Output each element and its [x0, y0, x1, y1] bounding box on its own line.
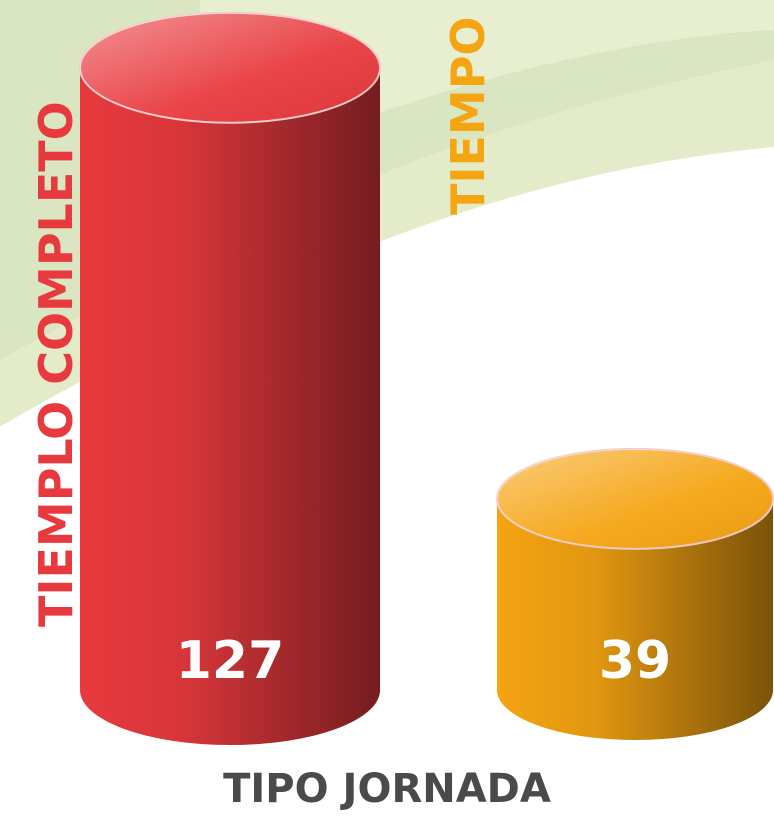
x-axis-title: TIPO JORNADA: [223, 766, 551, 812]
value-label: 127: [176, 631, 285, 691]
value-label: 39: [599, 631, 671, 691]
cylinder-top-shine: [497, 448, 773, 549]
cylinder: [496, 447, 774, 740]
category-label: TIEMPLO COMPLETO: [29, 101, 83, 627]
cylinder-top-shine: [80, 12, 380, 123]
cylinder-shade: [497, 498, 773, 740]
category-label: TIEMPO PARCIAL: [441, 0, 495, 215]
cylinder-shade: [80, 67, 380, 745]
cylinder: [79, 11, 381, 745]
